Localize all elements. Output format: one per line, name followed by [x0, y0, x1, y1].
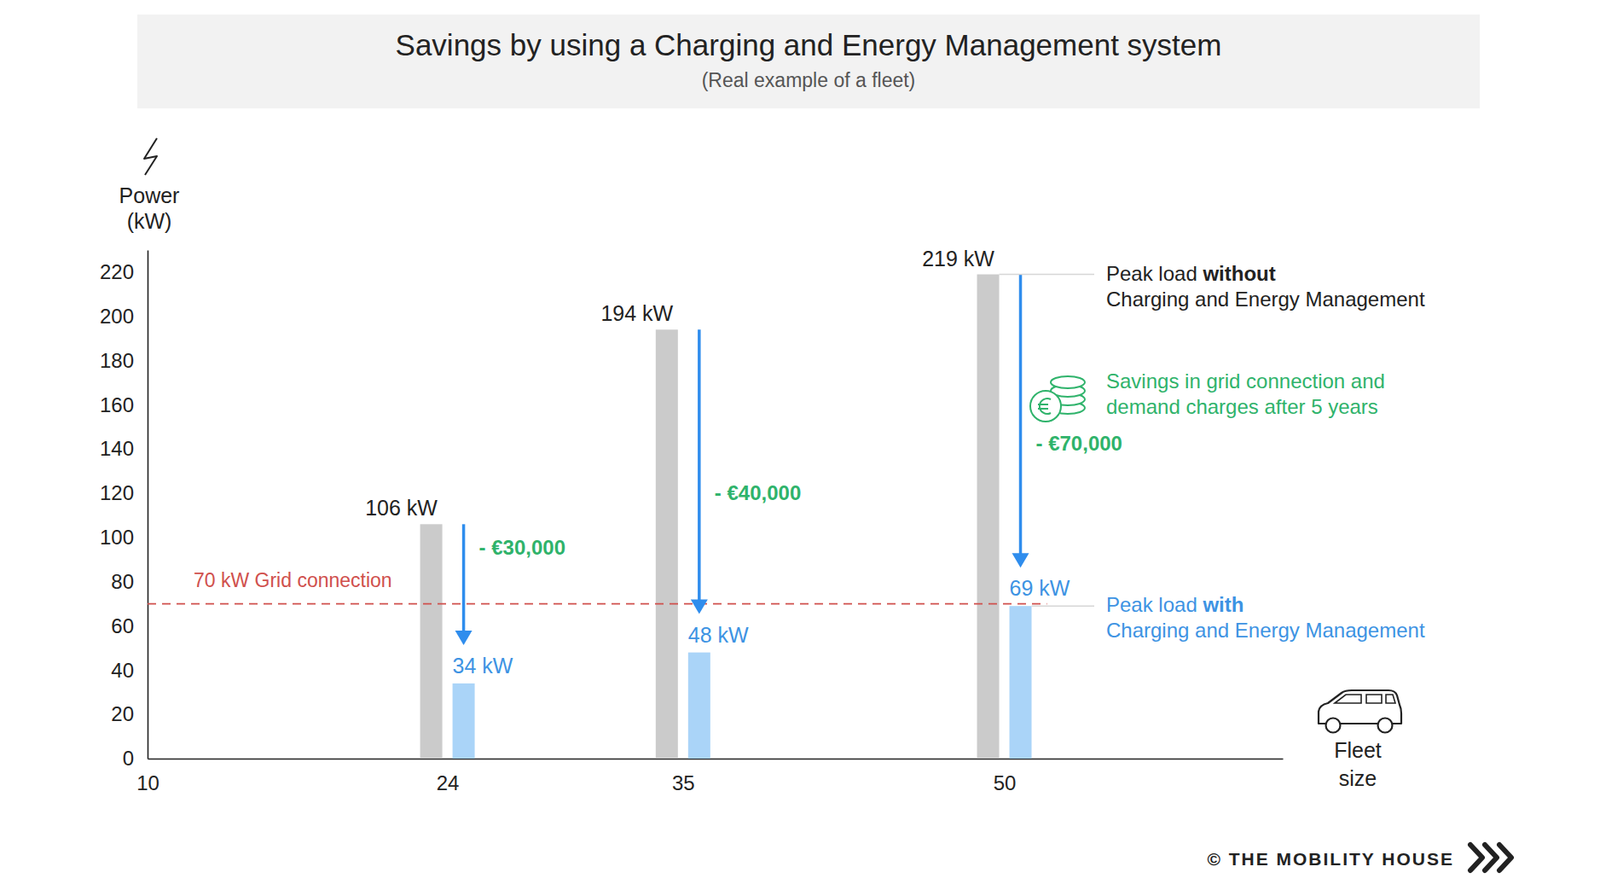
y-tick-label: 200 — [99, 304, 134, 328]
series-0 — [420, 274, 1000, 759]
bar — [420, 523, 443, 759]
y-tick-label: 60 — [110, 614, 134, 638]
x-tick-label: 24 — [436, 771, 460, 795]
bar — [655, 329, 679, 759]
y-tick: 60 — [110, 614, 148, 638]
bar — [1009, 605, 1032, 759]
y-tick: 120 — [99, 481, 148, 505]
y-tick-label: 20 — [110, 701, 134, 725]
x-tick-label: 10 — [136, 771, 160, 795]
bar — [977, 274, 1000, 759]
chart-container: Savings by using a Charging and Energy M… — [0, 0, 1600, 890]
data-label: 69 kW — [1009, 575, 1071, 600]
grid-connection-label: 70 kW Grid connection — [193, 568, 393, 592]
savings-label: - €40,000 — [714, 481, 801, 505]
x-tick: 35 — [672, 758, 696, 795]
y-tick: 100 — [99, 525, 148, 549]
y-tick-label: 80 — [110, 569, 134, 593]
y-tick-label: 220 — [99, 260, 134, 284]
data-label: 34 kW — [452, 653, 514, 678]
series-1 — [452, 605, 1032, 759]
x-axis-title: Fleetsize — [1333, 737, 1382, 790]
y-tick-label: 120 — [99, 481, 134, 505]
power-icon — [144, 138, 157, 175]
y-axis: 0 20 40 60 80 100 120 140 160 180 200 220 — [99, 250, 149, 771]
bar — [452, 683, 476, 759]
y-tick: 140 — [99, 436, 148, 460]
savings-note: Savings in grid connection and — [1106, 369, 1386, 393]
y-tick: 160 — [99, 393, 148, 417]
savings-label: - €30,000 — [479, 535, 566, 559]
savings-arrow — [697, 329, 702, 602]
savings-label: - €70,000 — [1036, 431, 1123, 455]
y-tick-label: 0 — [122, 746, 134, 770]
grid-connection-line — [147, 602, 1048, 605]
data-label: 106 kW — [365, 495, 438, 520]
x-tick: 24 — [436, 758, 460, 795]
savings-arrowhead — [455, 630, 473, 645]
x-axis: 10 24 35 50 — [136, 758, 1283, 795]
bar — [688, 652, 711, 759]
savings-arrowhead — [690, 599, 708, 615]
legend-entry: Peak load withCharging and Energy Manage… — [1106, 592, 1426, 642]
bars — [420, 274, 1032, 759]
leader-line — [1031, 605, 1095, 607]
y-tick: 40 — [110, 658, 148, 682]
y-axis-line — [147, 250, 150, 760]
x-tick: 50 — [993, 758, 1017, 795]
title-box — [137, 14, 1480, 109]
y-tick: 20 — [110, 701, 148, 725]
source: © THE MOBILITY HOUSE — [1206, 848, 1455, 869]
x-tick-label: 35 — [672, 771, 696, 795]
x-axis-line — [148, 758, 1284, 760]
legend-entry: Peak load withoutCharging and Energy Man… — [1106, 261, 1426, 311]
savings-arrow — [1019, 274, 1023, 557]
data-label: 219 kW — [921, 246, 995, 271]
car-icon — [1318, 689, 1402, 733]
savings-arrow — [462, 523, 466, 633]
y-tick-label: 40 — [110, 658, 134, 682]
y-tick: 220 — [99, 260, 148, 284]
coin-icon — [1030, 376, 1085, 422]
chart-svg: Savings by using a Charging and Energy M… — [0, 0, 1600, 890]
y-tick: 80 — [110, 569, 148, 593]
leader-line — [999, 273, 1095, 275]
logo — [1470, 844, 1512, 870]
subtitle: (Real example of a fleet) — [701, 69, 916, 92]
y-tick: 180 — [99, 348, 148, 372]
y-tick: 0 — [122, 746, 148, 770]
title: Savings by using a Charging and Energy M… — [395, 28, 1223, 62]
y-tick: 200 — [99, 304, 148, 328]
y-tick-label: 140 — [99, 436, 134, 460]
y-axis-title: Power(kW) — [119, 183, 180, 233]
y-tick-label: 160 — [99, 393, 134, 417]
savings-note: demand charges after 5 years — [1106, 394, 1379, 418]
x-tick: 10 — [136, 758, 160, 795]
savings-arrowhead — [1012, 552, 1030, 568]
data-label: 48 kW — [688, 622, 749, 647]
y-tick-label: 180 — [99, 348, 134, 372]
y-tick-label: 100 — [99, 525, 134, 549]
x-tick-label: 50 — [993, 771, 1017, 795]
data-label: 194 kW — [600, 301, 673, 325]
